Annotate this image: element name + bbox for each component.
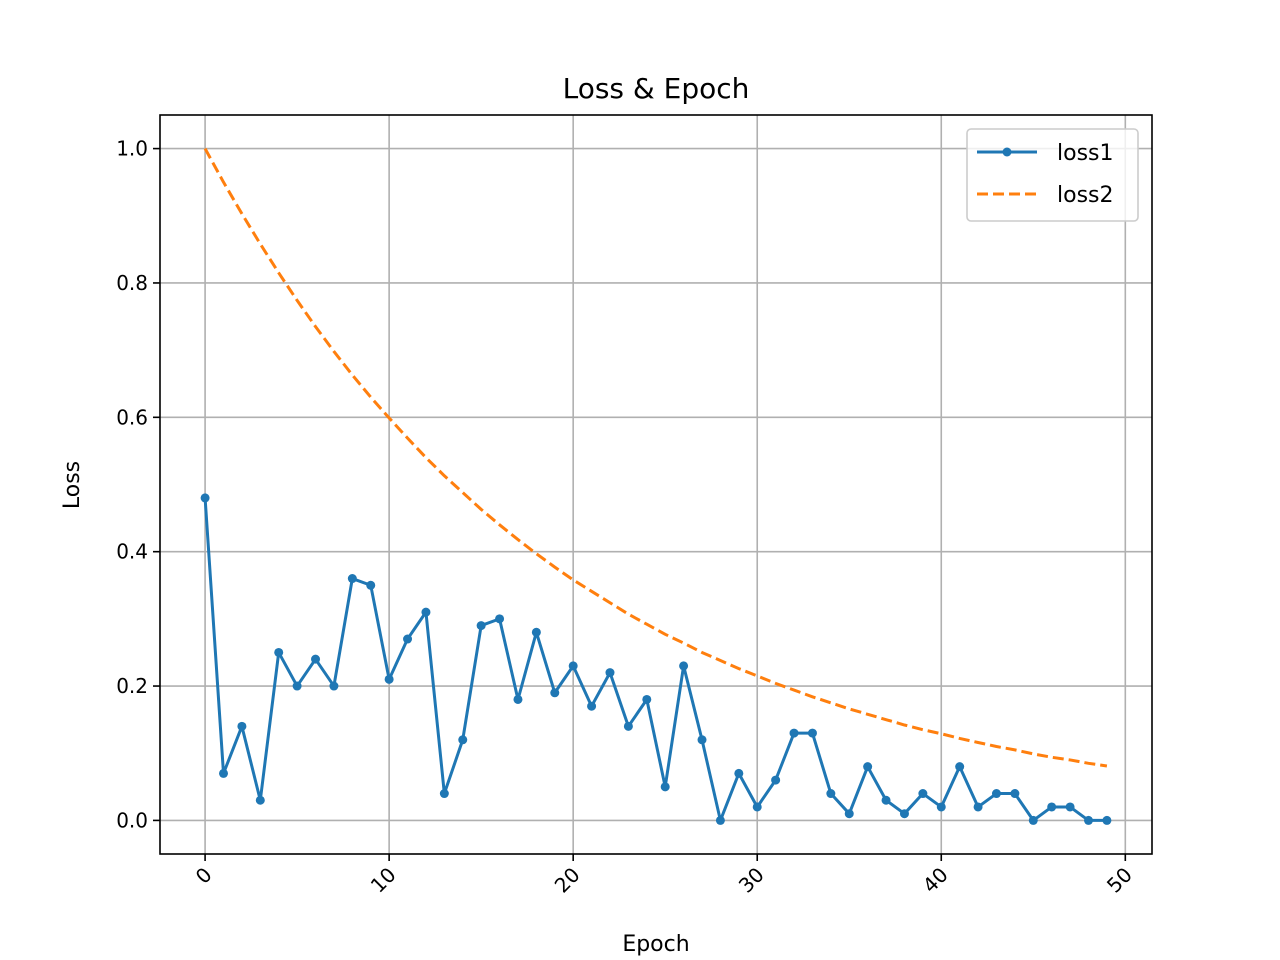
y-tick-label: 1.0 xyxy=(116,137,148,161)
y-tick-label: 0.0 xyxy=(116,808,148,832)
point-loss1 xyxy=(679,661,689,671)
series-layer xyxy=(200,147,1112,825)
point-loss1 xyxy=(1065,802,1075,812)
point-loss1 xyxy=(476,621,486,631)
y-tick-label: 0.2 xyxy=(116,674,148,698)
point-loss1 xyxy=(458,735,468,745)
point-loss1 xyxy=(200,493,210,503)
point-loss1 xyxy=(642,694,652,704)
series-line-loss2 xyxy=(203,147,1108,768)
point-loss1 xyxy=(1028,815,1038,825)
y-tick-label: 0.4 xyxy=(116,540,148,564)
point-loss1 xyxy=(1084,815,1094,825)
point-loss1 xyxy=(366,580,376,590)
point-loss1 xyxy=(568,661,578,671)
point-loss1 xyxy=(347,574,357,584)
point-loss1 xyxy=(752,802,762,812)
point-loss1 xyxy=(403,634,413,644)
legend-label-loss2: loss2 xyxy=(1057,183,1114,208)
point-loss1 xyxy=(1102,815,1112,825)
point-loss1 xyxy=(955,762,965,772)
point-loss1 xyxy=(513,694,523,704)
grid xyxy=(160,115,1152,854)
legend-marker-loss1 xyxy=(1002,147,1012,157)
point-loss1 xyxy=(623,721,633,731)
point-loss1 xyxy=(311,654,321,664)
y-tick-label: 0.6 xyxy=(116,405,148,429)
point-loss1 xyxy=(587,701,597,711)
point-loss1 xyxy=(384,674,394,684)
axis-ticks: 0 10 20 30 40 500.00.20.40.60.81.0 xyxy=(116,137,1137,898)
point-loss1 xyxy=(918,789,928,799)
point-loss1 xyxy=(973,802,983,812)
chart-title: Loss & Epoch xyxy=(563,72,750,105)
point-loss1 xyxy=(771,775,781,785)
point-loss1 xyxy=(660,782,670,792)
plot-frame xyxy=(159,114,1153,855)
x-axis-label: Epoch xyxy=(622,932,689,957)
y-axis-label: Loss xyxy=(60,461,85,509)
point-loss1 xyxy=(899,809,909,819)
point-loss1 xyxy=(531,627,541,637)
point-loss1 xyxy=(1047,802,1057,812)
point-loss1 xyxy=(807,728,817,738)
point-loss1 xyxy=(605,668,615,678)
point-loss1 xyxy=(255,795,265,805)
point-loss1 xyxy=(734,768,744,778)
point-loss1 xyxy=(495,614,505,624)
point-loss1 xyxy=(863,762,873,772)
point-loss1 xyxy=(991,789,1001,799)
point-loss1 xyxy=(292,681,302,691)
point-loss1 xyxy=(550,688,560,698)
point-loss1 xyxy=(826,789,836,799)
point-loss1 xyxy=(439,789,449,799)
point-loss1 xyxy=(329,681,339,691)
point-loss1 xyxy=(789,728,799,738)
point-loss1 xyxy=(421,607,431,617)
y-tick-label: 0.8 xyxy=(116,271,148,295)
legend-label-loss1: loss1 xyxy=(1057,141,1114,166)
point-loss1 xyxy=(237,721,247,731)
point-loss1 xyxy=(697,735,707,745)
legend: loss1 loss2 xyxy=(966,128,1139,222)
point-loss1 xyxy=(218,768,228,778)
point-loss1 xyxy=(844,809,854,819)
point-loss1 xyxy=(881,795,891,805)
point-loss1 xyxy=(715,815,725,825)
point-loss1 xyxy=(936,802,946,812)
point-loss1 xyxy=(274,647,284,657)
point-loss1 xyxy=(1010,789,1020,799)
